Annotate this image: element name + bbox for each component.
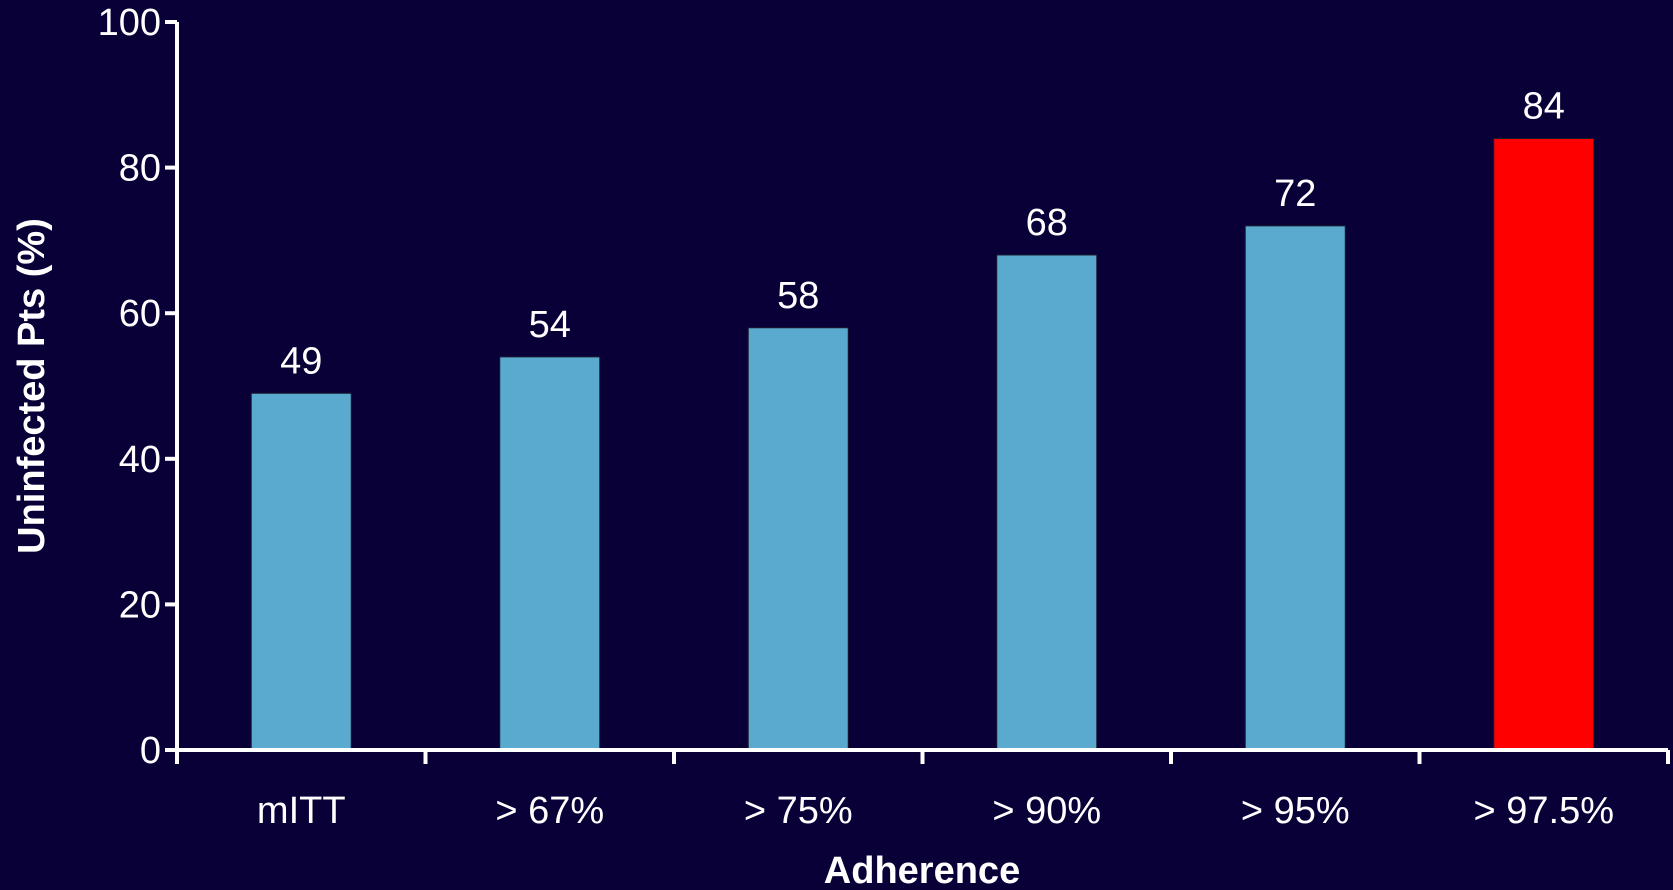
bars <box>250 137 1595 751</box>
bar <box>1244 225 1346 751</box>
bar <box>747 327 849 751</box>
y-tick-label: 20 <box>119 584 161 626</box>
bar <box>1493 137 1595 751</box>
x-category-label: > 75% <box>744 790 853 832</box>
x-axis-title: Adherence <box>824 850 1020 890</box>
bar-value-label: 84 <box>1523 85 1565 127</box>
bar <box>996 254 1098 751</box>
y-tick-label: 100 <box>98 2 161 44</box>
y-tick-label: 0 <box>140 730 161 772</box>
x-category-label: > 95% <box>1241 790 1350 832</box>
bar-value-label: 49 <box>280 340 322 382</box>
x-category-label: > 97.5% <box>1474 790 1615 832</box>
bar-value-label: 54 <box>529 304 571 346</box>
y-tick-label: 80 <box>119 148 161 190</box>
bar-value-label: 68 <box>1026 202 1068 244</box>
y-tick-label: 40 <box>119 439 161 481</box>
x-category-label: mITT <box>257 790 346 832</box>
value-labels: 49 54 58 68 72 84 <box>280 85 1565 382</box>
bar <box>499 356 601 751</box>
y-axis-ticks: 0 20 40 60 80 100 <box>98 2 177 772</box>
bar-value-label: 72 <box>1274 173 1316 215</box>
x-axis-ticks: mITT > 67% > 75% > 90% > 95% > 97.5% <box>175 750 1670 832</box>
y-tick-label: 60 <box>119 293 161 335</box>
y-axis-title: Uninfected Pts (%) <box>11 218 53 554</box>
bar-value-label: 58 <box>777 275 819 317</box>
x-category-label: > 67% <box>495 790 604 832</box>
bar <box>250 392 352 751</box>
x-category-label: > 90% <box>992 790 1101 832</box>
